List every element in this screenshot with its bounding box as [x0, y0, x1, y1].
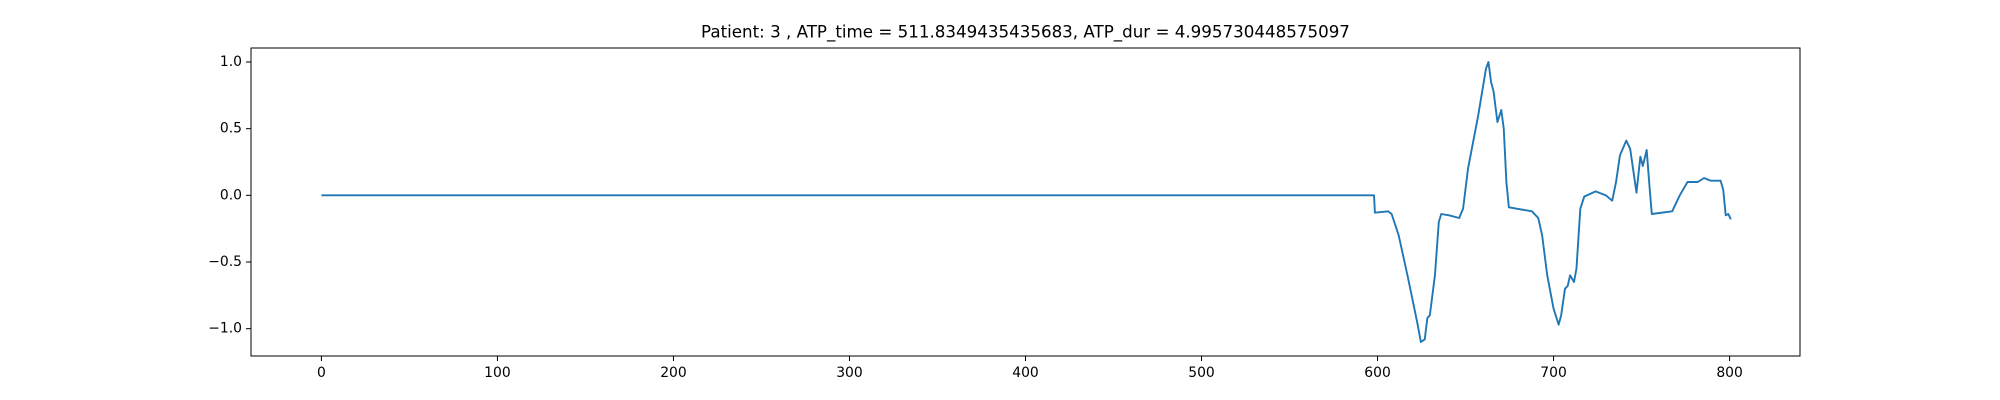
- line: [321, 61, 1732, 343]
- x-tick-label: 400: [1012, 365, 1039, 381]
- x-tick-label: 600: [1364, 365, 1391, 381]
- x-tick-label: 0: [317, 365, 326, 381]
- plot-frame: [250, 47, 1801, 357]
- x-tick-label: 700: [1540, 365, 1567, 381]
- y-tick-label: 0.5: [220, 121, 242, 137]
- y-tick-label: 1.0: [220, 54, 242, 70]
- x-tick-label: 100: [484, 365, 511, 381]
- x-tick-label: 200: [660, 365, 687, 381]
- y-tick-label: −1.0: [208, 321, 242, 337]
- y-tick-label: −0.5: [208, 254, 242, 270]
- x-tick-label: 800: [1716, 365, 1743, 381]
- y-tick-label: 0.0: [220, 187, 242, 203]
- chart-title: Patient: 3 , ATP_time = 511.834943543568…: [701, 22, 1350, 43]
- x-tick-label: 300: [836, 365, 863, 381]
- x-tick-label: 500: [1188, 365, 1215, 381]
